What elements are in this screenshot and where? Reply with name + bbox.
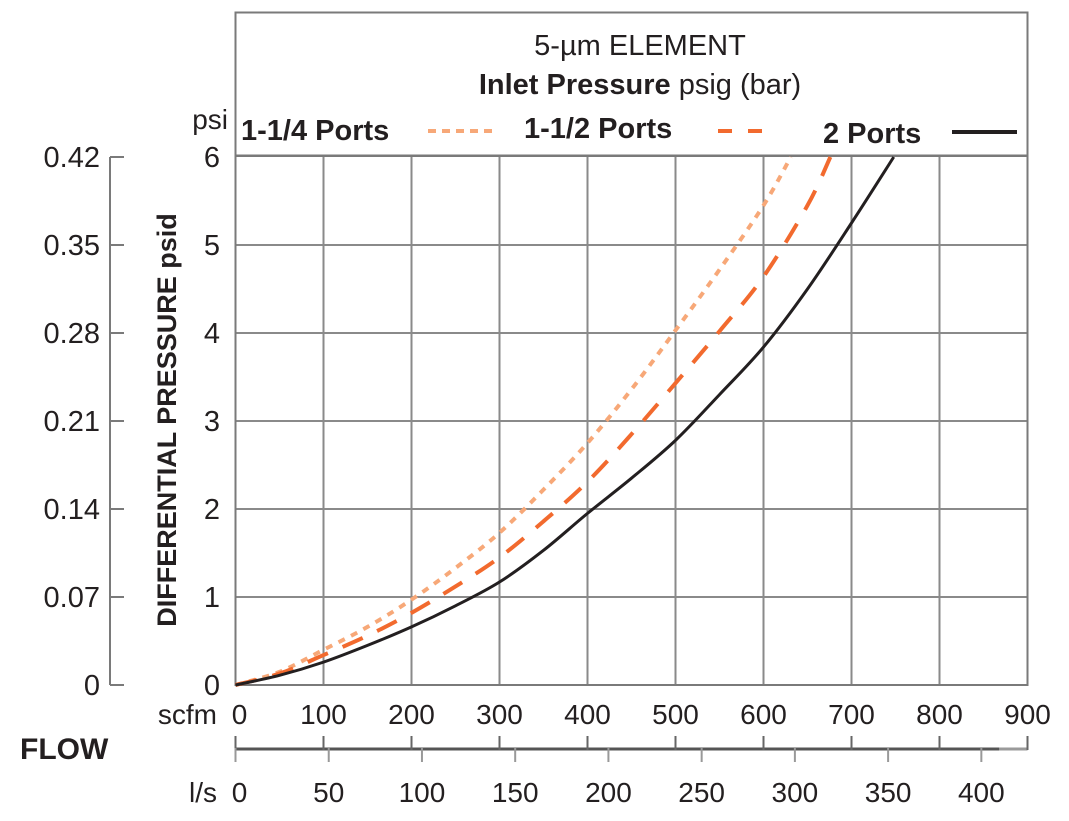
chart-grid	[235, 157, 1028, 685]
secondary-y-tick-label: 0	[84, 670, 100, 702]
secondary-x-tick-label: 100	[399, 777, 446, 808]
legend-label: 1-1/4 Ports	[241, 115, 389, 147]
secondary-y-tick-label: 0.14	[44, 494, 100, 526]
x-unit-ls: l/s	[189, 777, 217, 808]
legend-item-1-1-4-ports: 1-1/4 Ports	[241, 115, 494, 147]
y-tick-label: 4	[204, 318, 220, 350]
x-tick-label: 600	[740, 699, 787, 730]
secondary-y-tick-label: 0.21	[44, 406, 100, 438]
y-tick-label: 1	[204, 582, 220, 614]
legend: 1-1/4 Ports 1-1/2 Ports 2 Ports	[241, 113, 1017, 150]
x-tick-label: 500	[652, 699, 699, 730]
series-line-1-1-4-ports	[234, 156, 793, 687]
x-unit-scfm: scfm	[158, 699, 217, 730]
x-tick-label: 400	[564, 699, 611, 730]
secondary-x-tick-label: 50	[313, 777, 344, 808]
secondary-x-tick-label: 250	[678, 777, 725, 808]
x-tick-label: 100	[300, 699, 347, 730]
x-tick-label: 800	[916, 699, 963, 730]
legend-label: 2 Ports	[823, 118, 921, 150]
chart-subtitle: Inlet Pressure psig (bar)	[479, 69, 801, 101]
secondary-y-axis: 0 0.07 0.14 0.21 0.28 0.35 0.42	[44, 142, 124, 702]
flow-scale-axis	[234, 736, 1029, 762]
x-tick-label: 0	[232, 699, 248, 730]
secondary-x-tick-label: 150	[492, 777, 539, 808]
y-axis-tick-labels: 0 1 2 3 4 5 6	[204, 142, 220, 702]
x-tick-label: 300	[476, 699, 523, 730]
secondary-x-tick-label: 0	[232, 777, 248, 808]
secondary-x-tick-label: 350	[865, 777, 912, 808]
x-axis-title: FLOW	[20, 733, 109, 766]
secondary-x-axis-tick-labels: 0 50 100 150 200 250 300 350 400	[232, 777, 1005, 808]
x-axis-tick-labels: 0 100 200 300 400 500 600 700 800 900	[232, 699, 1051, 730]
x-tick-label: 900	[1004, 699, 1051, 730]
y-axis-title: DIFFERENTIAL PRESSURE psid	[152, 213, 182, 627]
legend-label: 1-1/2 Ports	[524, 113, 672, 145]
secondary-x-tick-label: 200	[585, 777, 632, 808]
secondary-x-tick-label: 300	[772, 777, 819, 808]
chart-header-box	[234, 11, 1029, 157]
secondary-y-tick-label: 0.35	[44, 230, 100, 262]
y-tick-label: 6	[204, 142, 220, 174]
secondary-y-tick-label: 0.42	[44, 142, 100, 174]
y-tick-label: 5	[204, 230, 220, 262]
subtitle-rest: psig (bar)	[671, 69, 802, 101]
secondary-y-tick-label: 0.07	[44, 582, 100, 614]
x-tick-label: 200	[388, 699, 435, 730]
y-tick-label: 2	[204, 494, 220, 526]
secondary-x-tick-label: 400	[958, 777, 1005, 808]
chart-title: 5-µm ELEMENT	[534, 30, 746, 62]
legend-item-2-ports: 2 Ports	[823, 118, 1017, 150]
series-lines	[234, 156, 896, 687]
x-tick-label: 700	[828, 699, 875, 730]
y-unit-psi: psi	[192, 104, 228, 135]
plot-area-border	[234, 155, 1029, 686]
y-tick-label: 0	[204, 670, 220, 702]
y-tick-label: 3	[204, 406, 220, 438]
subtitle-bold: Inlet Pressure	[479, 69, 671, 101]
secondary-y-tick-label: 0.28	[44, 318, 100, 350]
series-line-2-ports	[235, 156, 896, 687]
legend-item-1-1-2-ports: 1-1/2 Ports	[524, 113, 762, 145]
